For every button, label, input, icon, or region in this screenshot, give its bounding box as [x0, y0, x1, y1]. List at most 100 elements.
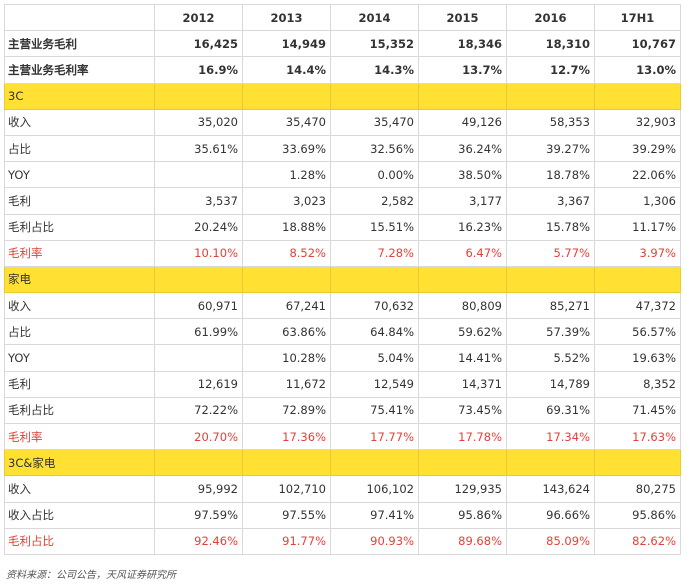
table-cell: 97.55% — [242, 501, 331, 529]
table-cell: 36.24% — [418, 134, 507, 163]
table-cell — [154, 449, 243, 477]
table-cell: 90.93% — [330, 527, 419, 555]
table-cell: 97.41% — [330, 501, 419, 529]
table-cell: 11,672 — [242, 370, 331, 398]
table-cell: 3,367 — [506, 187, 595, 215]
table-cell: 39.29% — [594, 134, 681, 163]
table-row: 毛利占比 72.22% 72.89% 75.41% 73.45% 69.31% 71.45% — [4, 396, 681, 425]
header-year: 2014 — [330, 3, 419, 32]
table-cell: 8,352 — [594, 370, 681, 398]
table-cell: 32.56% — [330, 134, 419, 163]
table-cell: 3,023 — [242, 187, 331, 215]
table-cell: 95,992 — [154, 475, 243, 503]
table-cell: 3.97% — [594, 239, 681, 267]
header-row: 2012 2013 2014 2015 2016 17H1 — [4, 3, 681, 32]
table-cell: 35,470 — [242, 108, 331, 136]
table-cell: 17.34% — [506, 422, 595, 451]
row-label: 占比 — [4, 134, 155, 163]
table-cell: 15.51% — [330, 213, 419, 241]
table-cell: 85.09% — [506, 527, 595, 555]
table-cell — [330, 449, 419, 477]
table-cell: 14,371 — [418, 370, 507, 398]
table-cell: 8.52% — [242, 239, 331, 267]
table-cell: 91.77% — [242, 527, 331, 555]
header-year: 2015 — [418, 3, 507, 32]
table-cell: 16.9% — [154, 56, 243, 84]
table-cell — [242, 449, 331, 477]
table-cell: 14,949 — [242, 30, 331, 58]
header-year: 17H1 — [594, 3, 681, 32]
table-cell — [330, 82, 419, 110]
table-cell — [330, 265, 419, 294]
table-cell: 70,632 — [330, 292, 419, 320]
table-cell: 56.57% — [594, 318, 681, 346]
financial-table: 2012 2013 2014 2015 2016 17H1 主营业务毛利 16,425 14,… — [4, 3, 681, 555]
table-cell: 17.63% — [594, 422, 681, 451]
table-cell — [418, 265, 507, 294]
table-row: 占比 61.99% 63.86% 64.84% 59.62% 57.39% 56.57% — [4, 318, 681, 346]
table-cell: 18,310 — [506, 30, 595, 58]
section-row: 家电 — [4, 265, 681, 294]
table-row: 收入占比 97.59% 97.55% 97.41% 95.86% 96.66% 95.86% — [4, 501, 681, 529]
table-cell: 60,971 — [154, 292, 243, 320]
row-label: 占比 — [4, 318, 155, 346]
table-cell: 14.3% — [330, 56, 419, 84]
table-cell — [154, 161, 243, 189]
header-year: 2016 — [506, 3, 595, 32]
table-cell: 2,582 — [330, 187, 419, 215]
table-cell: 3,177 — [418, 187, 507, 215]
table-cell — [242, 82, 331, 110]
table-cell: 5.04% — [330, 344, 419, 372]
table-cell: 95.86% — [418, 501, 507, 529]
table-cell: 7.28% — [330, 239, 419, 267]
table-cell: 92.46% — [154, 527, 243, 555]
table-cell — [594, 449, 681, 477]
table-cell: 1,306 — [594, 187, 681, 215]
table-cell: 89.68% — [418, 527, 507, 555]
table-cell: 38.50% — [418, 161, 507, 189]
table-cell: 32,903 — [594, 108, 681, 136]
table-row: YOY 10.28% 5.04% 14.41% 5.52% 19.63% — [4, 344, 681, 372]
table-cell: 96.66% — [506, 501, 595, 529]
table-cell: 72.89% — [242, 396, 331, 425]
table-cell: 143,624 — [506, 475, 595, 503]
table-cell: 80,275 — [594, 475, 681, 503]
table-cell — [594, 265, 681, 294]
table-cell: 14.4% — [242, 56, 331, 84]
table-cell: 59.62% — [418, 318, 507, 346]
table-cell: 129,935 — [418, 475, 507, 503]
source-note: 资料来源：公司公告，天风证券研究所 — [6, 570, 176, 581]
table-cell: 57.39% — [506, 318, 595, 346]
section-row: 3C&家电 — [4, 449, 681, 477]
table-cell: 39.27% — [506, 134, 595, 163]
table-cell: 0.00% — [330, 161, 419, 189]
table-cell: 17.78% — [418, 422, 507, 451]
table-row: 毛利率 10.10% 8.52% 7.28% 6.47% 5.77% 3.97% — [4, 239, 681, 267]
row-label: 收入 — [4, 292, 155, 320]
table-row: YOY 1.28% 0.00% 38.50% 18.78% 22.06% — [4, 161, 681, 189]
table-cell: 14,789 — [506, 370, 595, 398]
row-label: 3C — [4, 82, 155, 110]
table-cell — [506, 449, 595, 477]
table-cell — [418, 82, 507, 110]
table-cell: 10.28% — [242, 344, 331, 372]
table-cell: 20.70% — [154, 422, 243, 451]
table-cell: 73.45% — [418, 396, 507, 425]
table-cell: 3,537 — [154, 187, 243, 215]
table-cell: 6.47% — [418, 239, 507, 267]
table-row: 收入 95,992 102,710 106,102 129,935 143,624 80,2… — [4, 475, 681, 503]
table-cell — [154, 344, 243, 372]
table-cell: 63.86% — [242, 318, 331, 346]
table-cell: 80,809 — [418, 292, 507, 320]
table-cell: 35,470 — [330, 108, 419, 136]
table-body: 主营业务毛利 16,425 14,949 15,352 18,346 18,310 10,7… — [4, 30, 681, 555]
table-cell: 35,020 — [154, 108, 243, 136]
table-cell: 106,102 — [330, 475, 419, 503]
table-cell: 10.10% — [154, 239, 243, 267]
table-cell: 97.59% — [154, 501, 243, 529]
section-row: 3C — [4, 82, 681, 110]
row-label: 收入 — [4, 108, 155, 136]
table-row: 毛利率 20.70% 17.36% 17.77% 17.78% 17.34% 17.63% — [4, 422, 681, 451]
row-label: YOY — [4, 344, 155, 372]
table-cell: 18,346 — [418, 30, 507, 58]
